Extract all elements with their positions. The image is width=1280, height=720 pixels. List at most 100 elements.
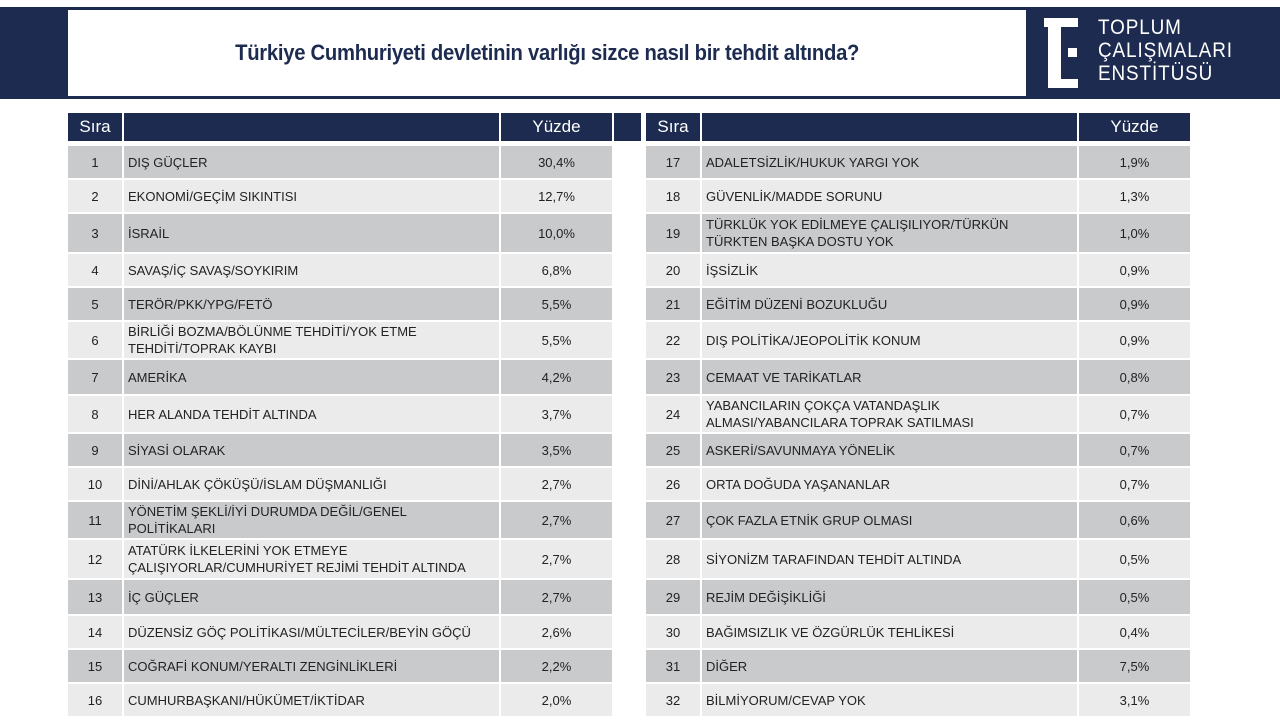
item-cell: ASKERİ/SAVUNMAYA YÖNELİK <box>702 434 1077 466</box>
item-cell: DÜZENSİZ GÖÇ POLİTİKASI/MÜLTECİLER/BEYİN… <box>124 616 499 648</box>
item-cell: BİLMİYORUM/CEVAP YOK <box>702 684 1077 716</box>
table-header: Sıra Yüzde <box>68 113 612 141</box>
table-row: 21 EĞİTİM DÜZENİ BOZUKLUĞU 0,9% <box>646 288 1190 320</box>
logo-line: ÇALIŞMALARI <box>1098 39 1233 62</box>
table-row: 17 ADALETSİZLİK/HUKUK YARGI YOK 1,9% <box>646 146 1190 178</box>
item-cell: DİĞER <box>702 650 1077 682</box>
page-title: Türkiye Cumhuriyeti devletinin varlığı s… <box>234 40 860 65</box>
item-cell: DIŞ GÜÇLER <box>124 146 499 178</box>
rank-cell: 30 <box>646 616 700 648</box>
rank-cell: 15 <box>68 650 122 682</box>
rank-cell: 16 <box>68 684 122 716</box>
rank-cell: 20 <box>646 254 700 286</box>
table-row: 10 DİNİ/AHLAK ÇÖKÜŞÜ/İSLAM DÜŞMANLIĞI 2,7% <box>68 468 612 500</box>
logo-line: TOPLUM <box>1098 16 1182 39</box>
percent-cell: 2,0% <box>501 684 612 716</box>
table-row: 20 İŞSİZLİK 0,9% <box>646 254 1190 286</box>
rank-cell: 1 <box>68 146 122 178</box>
percent-cell: 3,5% <box>501 434 612 466</box>
header-rank: Sıra <box>68 113 122 141</box>
header-gap <box>614 113 641 141</box>
item-cell: SİYONİZM TARAFINDAN TEHDİT ALTINDA <box>702 540 1077 578</box>
percent-cell: 2,7% <box>501 502 612 538</box>
rank-cell: 9 <box>68 434 122 466</box>
rank-cell: 14 <box>68 616 122 648</box>
item-cell: BAĞIMSIZLIK VE ÖZGÜRLÜK TEHLİKESİ <box>702 616 1077 648</box>
table-left: Sıra Yüzde 1 DIŞ GÜÇLER 30,4% 2 EKONOMİ/GEÇİ… <box>68 113 612 718</box>
item-cell: SİYASİ OLARAK <box>124 434 499 466</box>
percent-cell: 0,7% <box>1079 468 1190 500</box>
item-cell: COĞRAFİ KONUM/YERALTI ZENGİNLİKLERİ <box>124 650 499 682</box>
percent-cell: 0,5% <box>1079 540 1190 578</box>
percent-cell: 2,7% <box>501 580 612 614</box>
percent-cell: 10,0% <box>501 214 612 252</box>
rank-cell: 18 <box>646 180 700 212</box>
table-row: 24 YABANCILARIN ÇOKÇA VATANDAŞLIK ALMASI/… <box>646 396 1190 432</box>
percent-cell: 1,3% <box>1079 180 1190 212</box>
percent-cell: 2,6% <box>501 616 612 648</box>
table-row: 13 İÇ GÜÇLER 2,7% <box>68 580 612 614</box>
percent-cell: 0,5% <box>1079 580 1190 614</box>
item-cell: ATATÜRK İLKELERİNİ YOK ETMEYE ÇALIŞIYORL… <box>124 540 499 578</box>
item-cell: İŞSİZLİK <box>702 254 1077 286</box>
header-rank: Sıra <box>646 113 700 141</box>
percent-cell: 0,9% <box>1079 254 1190 286</box>
percent-cell: 0,8% <box>1079 360 1190 394</box>
rank-cell: 21 <box>646 288 700 320</box>
table-row: 32 BİLMİYORUM/CEVAP YOK 3,1% <box>646 684 1190 716</box>
logo: TOPLUM ÇALIŞMALARI ENSTİTÜSÜ <box>1044 14 1274 92</box>
table-row: 27 ÇOK FAZLA ETNİK GRUP OLMASI 0,6% <box>646 502 1190 538</box>
percent-cell: 2,7% <box>501 540 612 578</box>
item-cell: TÜRKLÜK YOK EDİLMEYE ÇALIŞILIYOR/TÜRKÜN … <box>702 214 1077 252</box>
percent-cell: 0,7% <box>1079 434 1190 466</box>
table-row: 15 COĞRAFİ KONUM/YERALTI ZENGİNLİKLERİ 2,2… <box>68 650 612 682</box>
rank-cell: 25 <box>646 434 700 466</box>
rank-cell: 22 <box>646 322 700 358</box>
item-cell: İSRAİL <box>124 214 499 252</box>
percent-cell: 2,2% <box>501 650 612 682</box>
item-cell: ORTA DOĞUDA YAŞANANLAR <box>702 468 1077 500</box>
header-percent: Yüzde <box>501 113 612 141</box>
table-row: 12 ATATÜRK İLKELERİNİ YOK ETMEYE ÇALIŞIYO… <box>68 540 612 578</box>
logo-line: ENSTİTÜSÜ <box>1098 62 1214 85</box>
table-row: 3 İSRAİL 10,0% <box>68 214 612 252</box>
rank-cell: 6 <box>68 322 122 358</box>
percent-cell: 4,2% <box>501 360 612 394</box>
rank-cell: 28 <box>646 540 700 578</box>
table-row: 11 YÖNETİM ŞEKLİ/İYİ DURUMDA DEĞİL/GENEL … <box>68 502 612 538</box>
item-cell: CUMHURBAŞKANI/HÜKÜMET/İKTİDAR <box>124 684 499 716</box>
table-row: 8 HER ALANDA TEHDİT ALTINDA 3,7% <box>68 396 612 432</box>
item-cell: İÇ GÜÇLER <box>124 580 499 614</box>
percent-cell: 0,6% <box>1079 502 1190 538</box>
item-cell: ÇOK FAZLA ETNİK GRUP OLMASI <box>702 502 1077 538</box>
rank-cell: 4 <box>68 254 122 286</box>
table-row: 16 CUMHURBAŞKANI/HÜKÜMET/İKTİDAR 2,0% <box>68 684 612 716</box>
table-row: 31 DİĞER 7,5% <box>646 650 1190 682</box>
percent-cell: 3,1% <box>1079 684 1190 716</box>
percent-cell: 1,0% <box>1079 214 1190 252</box>
item-cell: BİRLİĞİ BOZMA/BÖLÜNME TEHDİTİ/YOK ETME T… <box>124 322 499 358</box>
percent-cell: 0,7% <box>1079 396 1190 432</box>
item-cell: GÜVENLİK/MADDE SORUNU <box>702 180 1077 212</box>
header-item <box>124 113 499 141</box>
table-row: 30 BAĞIMSIZLIK VE ÖZGÜRLÜK TEHLİKESİ 0,4% <box>646 616 1190 648</box>
rank-cell: 5 <box>68 288 122 320</box>
rank-cell: 2 <box>68 180 122 212</box>
rank-cell: 32 <box>646 684 700 716</box>
percent-cell: 2,7% <box>501 468 612 500</box>
table-right: Sıra Yüzde 17 ADALETSİZLİK/HUKUK YARGI YO… <box>646 113 1190 718</box>
percent-cell: 6,8% <box>501 254 612 286</box>
table-row: 19 TÜRKLÜK YOK EDİLMEYE ÇALIŞILIYOR/TÜRKÜ… <box>646 214 1190 252</box>
percent-cell: 30,4% <box>501 146 612 178</box>
rank-cell: 17 <box>646 146 700 178</box>
table-header: Sıra Yüzde <box>646 113 1190 141</box>
logo-mark-icon <box>1044 18 1078 88</box>
header-item <box>702 113 1077 141</box>
percent-cell: 5,5% <box>501 322 612 358</box>
item-cell: DIŞ POLİTİKA/JEOPOLİTİK KONUM <box>702 322 1077 358</box>
header-percent: Yüzde <box>1079 113 1190 141</box>
title-box: Türkiye Cumhuriyeti devletinin varlığı s… <box>68 10 1026 96</box>
percent-cell: 0,9% <box>1079 288 1190 320</box>
table-row: 26 ORTA DOĞUDA YAŞANANLAR 0,7% <box>646 468 1190 500</box>
rank-cell: 19 <box>646 214 700 252</box>
